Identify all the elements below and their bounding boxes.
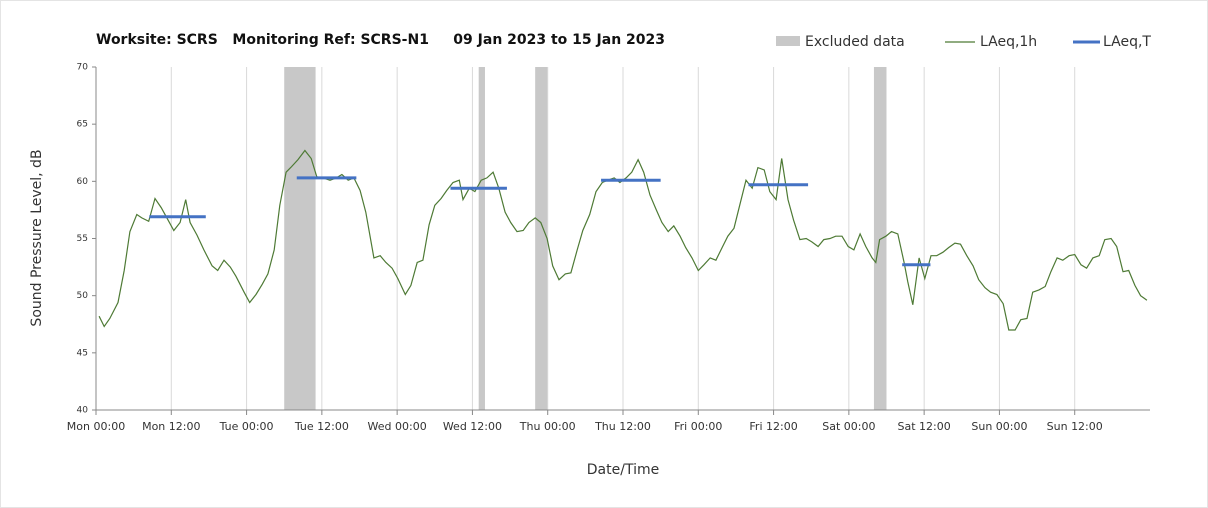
y-tick-label: 50 [77,291,89,301]
y-tick-label: 40 [77,406,89,416]
y-tick-label: 45 [77,348,88,358]
y-tick-label: 65 [77,120,88,130]
x-tick-label: Tue 12:00 [294,420,349,433]
x-tick-label: Thu 12:00 [594,420,651,433]
legend-swatch [776,36,800,46]
chart-title: Worksite: SCRS Monitoring Ref: SCRS-N1 0… [96,32,665,48]
excluded-band [478,67,485,410]
x-tick-label: Wed 00:00 [368,420,427,433]
y-tick-label: 60 [77,177,89,187]
x-tick-label: Sat 12:00 [898,420,951,433]
x-tick-label: Tue 00:00 [219,420,274,433]
x-tick-label: Sat 00:00 [822,420,875,433]
line-series [98,149,1148,331]
legend-label: Excluded data [805,34,905,50]
y-tick-label: 70 [77,63,89,73]
y-axis-label: Sound Pressure Level, dB [29,149,45,326]
x-tick-label: Mon 12:00 [142,420,200,433]
excluded-band [535,67,548,410]
x-tick-label: Sun 00:00 [971,420,1027,433]
excluded-band [873,67,887,410]
x-axis-label: Date/Time [587,462,659,478]
legend-label: LAeq,T [1103,34,1151,50]
legend-label: LAeq,1h [980,34,1037,50]
excluded-band [284,67,316,410]
x-tick-label: Mon 00:00 [67,420,125,433]
y-tick-label: 55 [77,234,88,244]
x-tick-label: Wed 12:00 [443,420,502,433]
x-tick-label: Fri 12:00 [749,420,797,433]
x-tick-label: Fri 00:00 [674,420,722,433]
x-tick-label: Sun 12:00 [1047,420,1103,433]
x-tick-label: Thu 00:00 [519,420,576,433]
